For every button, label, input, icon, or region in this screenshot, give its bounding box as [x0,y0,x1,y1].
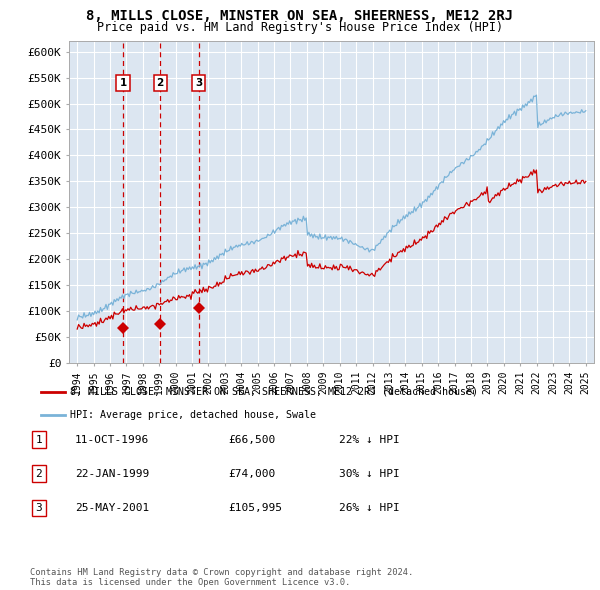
Text: 26% ↓ HPI: 26% ↓ HPI [339,503,400,513]
Text: 22-JAN-1999: 22-JAN-1999 [75,469,149,478]
Text: 1: 1 [35,435,43,444]
Text: 1: 1 [119,78,127,88]
Text: HPI: Average price, detached house, Swale: HPI: Average price, detached house, Swal… [71,410,317,420]
Text: 3: 3 [35,503,43,513]
Text: 3: 3 [195,78,202,88]
Text: 8, MILLS CLOSE, MINSTER ON SEA, SHEERNESS, ME12 2RJ: 8, MILLS CLOSE, MINSTER ON SEA, SHEERNES… [86,9,514,23]
Text: 22% ↓ HPI: 22% ↓ HPI [339,435,400,444]
Text: 8, MILLS CLOSE, MINSTER ON SEA, SHEERNESS, ME12 2RJ (detached house): 8, MILLS CLOSE, MINSTER ON SEA, SHEERNES… [71,386,479,396]
Text: Price paid vs. HM Land Registry's House Price Index (HPI): Price paid vs. HM Land Registry's House … [97,21,503,34]
Text: 2: 2 [157,78,164,88]
Text: 11-OCT-1996: 11-OCT-1996 [75,435,149,444]
Text: 25-MAY-2001: 25-MAY-2001 [75,503,149,513]
Text: 2: 2 [35,469,43,478]
Text: 30% ↓ HPI: 30% ↓ HPI [339,469,400,478]
Text: £105,995: £105,995 [228,503,282,513]
Text: Contains HM Land Registry data © Crown copyright and database right 2024.
This d: Contains HM Land Registry data © Crown c… [30,568,413,587]
Text: £66,500: £66,500 [228,435,275,444]
Text: £74,000: £74,000 [228,469,275,478]
